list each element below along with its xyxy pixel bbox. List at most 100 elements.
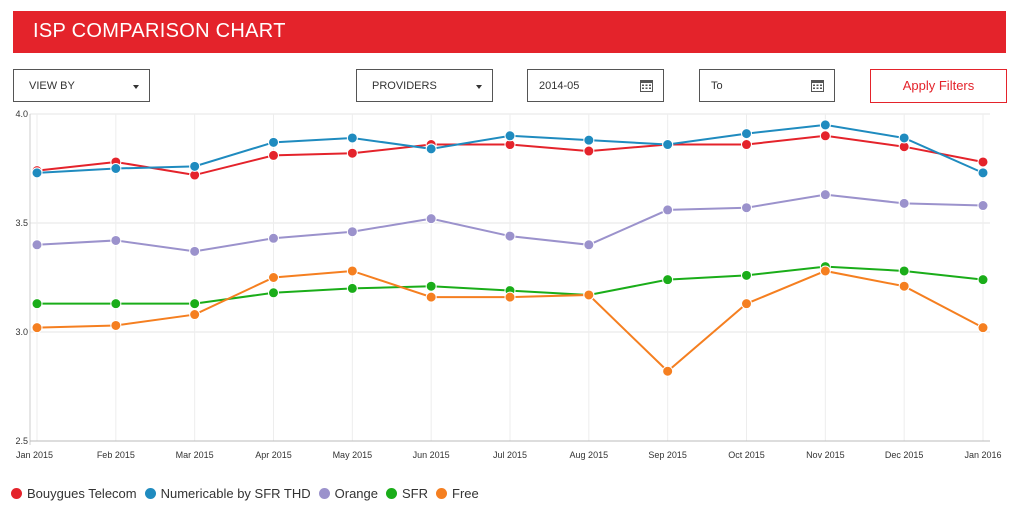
data-point	[741, 128, 752, 140]
x-tick-label: May 2015	[333, 450, 373, 460]
from-date-input[interactable]: 2014-05	[527, 69, 664, 102]
data-point	[189, 245, 201, 257]
data-point	[977, 200, 989, 212]
chevron-down-icon	[476, 85, 482, 89]
legend-marker	[11, 488, 22, 499]
from-date-value: 2014-05	[539, 80, 580, 92]
data-point	[977, 167, 989, 179]
data-point	[346, 282, 358, 294]
x-tick-label: Apr 2015	[255, 450, 292, 460]
view-by-dropdown[interactable]: VIEW BY	[13, 69, 150, 102]
data-point	[268, 287, 279, 299]
data-point	[898, 197, 910, 209]
view-by-label: VIEW BY	[29, 80, 75, 92]
data-point	[977, 156, 989, 168]
legend-marker	[436, 488, 448, 499]
legend-item[interactable]: SFR	[386, 486, 428, 501]
legend-item[interactable]: Bouygues Telecom	[11, 486, 137, 501]
data-point	[662, 204, 674, 216]
data-point	[977, 322, 989, 334]
data-point	[741, 202, 752, 214]
data-point	[583, 289, 595, 301]
y-tick-label: 3.5	[15, 218, 28, 228]
data-point	[504, 291, 516, 303]
data-point	[819, 130, 831, 142]
apply-filters-button[interactable]: Apply Filters	[870, 69, 1007, 103]
y-tick-label: 2.5	[15, 436, 28, 446]
data-point	[268, 136, 279, 148]
data-point	[819, 265, 831, 277]
calendar-icon[interactable]	[640, 79, 653, 92]
data-point	[977, 274, 989, 286]
x-tick-label: Oct 2015	[728, 450, 765, 460]
data-point	[189, 298, 201, 310]
legend-label: Free	[452, 486, 479, 501]
data-point	[346, 132, 358, 144]
legend-marker	[318, 488, 330, 499]
data-point	[819, 189, 831, 201]
legend-label: SFR	[402, 486, 429, 501]
page-header: ISP COMPARISON CHART	[13, 11, 1006, 53]
data-point	[898, 280, 910, 292]
x-tick-label: Jun 2015	[413, 450, 450, 460]
data-point	[346, 226, 358, 238]
data-point	[110, 319, 122, 331]
chart-legend: Bouygues Telecom Numericable by SFR THD Or…	[11, 486, 487, 501]
legend-item[interactable]: Numericable by SFR THD	[144, 486, 311, 501]
data-point	[425, 291, 437, 303]
calendar-icon[interactable]	[811, 79, 824, 92]
data-point	[31, 322, 43, 334]
data-point	[346, 265, 358, 277]
legend-item[interactable]: Orange	[318, 486, 379, 501]
data-point	[741, 298, 752, 310]
x-tick-label: Dec 2015	[885, 450, 924, 460]
data-point	[110, 298, 122, 310]
data-point	[819, 119, 831, 131]
data-point	[268, 149, 279, 161]
y-tick-label: 3.0	[15, 327, 28, 337]
to-date-placeholder: To	[711, 80, 723, 92]
data-point	[189, 309, 201, 321]
data-point	[583, 134, 595, 146]
data-point	[346, 147, 358, 159]
providers-label: PROVIDERS	[372, 80, 437, 92]
legend-marker	[386, 488, 398, 499]
data-point	[662, 139, 674, 151]
legend-item[interactable]: Free	[436, 486, 479, 501]
y-tick-label: 4.0	[15, 109, 28, 119]
data-point	[31, 167, 43, 179]
x-tick-label: Jul 2015	[493, 450, 527, 460]
data-point	[662, 365, 674, 377]
data-point	[425, 213, 437, 225]
chevron-down-icon	[133, 85, 139, 89]
x-tick-label: Feb 2015	[97, 450, 135, 460]
data-point	[268, 232, 279, 244]
data-point	[110, 234, 122, 246]
x-tick-label: Sep 2015	[648, 450, 687, 460]
data-point	[504, 230, 516, 242]
x-tick-label: Aug 2015	[570, 450, 609, 460]
x-tick-label: Nov 2015	[806, 450, 845, 460]
data-point	[110, 163, 122, 174]
data-point	[741, 269, 752, 281]
providers-dropdown[interactable]: PROVIDERS	[356, 69, 493, 102]
page-title: ISP COMPARISON CHART	[33, 20, 286, 42]
data-point	[31, 298, 43, 310]
data-point	[662, 274, 674, 286]
data-point	[898, 132, 910, 144]
legend-label: Orange	[334, 486, 379, 501]
x-tick-label: Jan 2015	[16, 450, 53, 460]
data-point	[189, 160, 201, 172]
x-tick-label: Jan 2016	[964, 450, 1001, 460]
data-point	[583, 239, 595, 251]
legend-label: Bouygues Telecom	[27, 486, 137, 501]
to-date-input[interactable]: To	[699, 69, 835, 102]
legend-marker	[144, 488, 156, 499]
data-point	[898, 265, 910, 277]
data-point	[741, 139, 752, 151]
data-point	[504, 130, 516, 142]
data-point	[268, 272, 279, 283]
legend-label: Numericable by SFR THD	[160, 486, 311, 501]
data-point	[583, 145, 595, 157]
